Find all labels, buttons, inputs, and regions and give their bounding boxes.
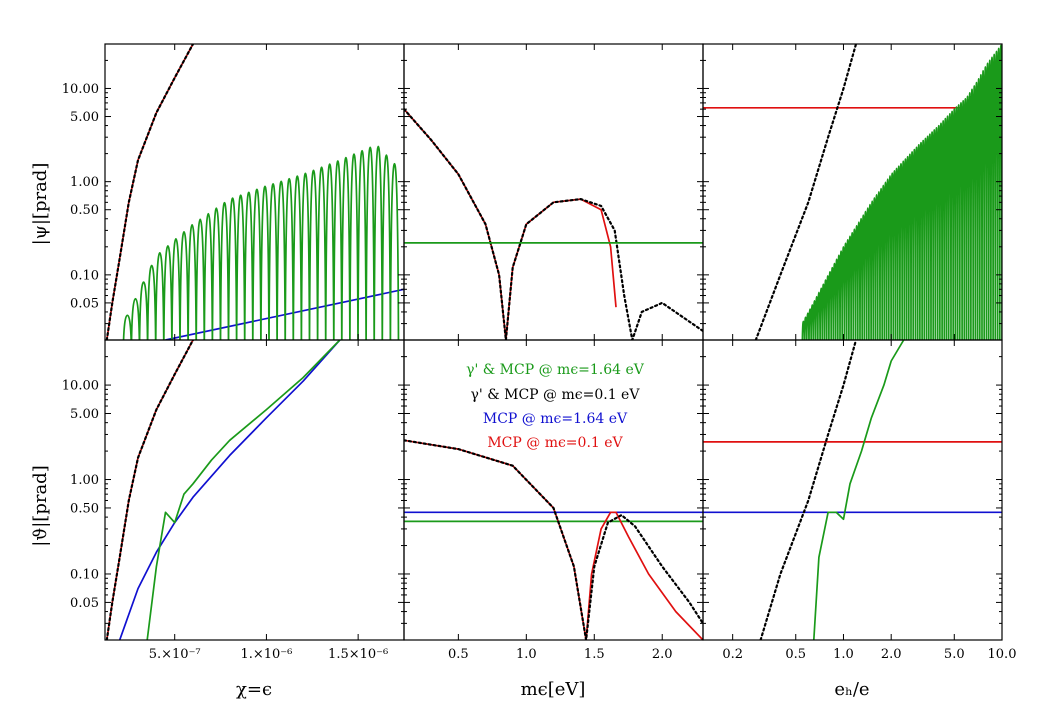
x-tick-label-c2: 5.0 [944,647,965,662]
legend-entry-0: γ' & MCP @ mϵ=1.64 eV [466,362,645,378]
x-tick-label-c1: 0.5 [448,647,469,662]
series-line-r0-c0-3 [122,145,400,340]
y-tick-label-r0: 0.10 [70,268,99,283]
x-tick-label-c1: 2.0 [652,647,673,662]
x-tick-label-c2: 0.2 [722,647,743,662]
series-line-r1-c0-0 [105,340,194,640]
x-label-col-3: eₕ/e [834,679,869,700]
panel-r1-c0 [104,339,405,641]
panel-frame-r1-c0 [104,339,405,641]
plot-area-r0-c1 [404,108,703,340]
plot-area-r1-c1 [404,439,703,640]
series-line-r1-c0-1 [105,340,195,640]
axis-labels: |ψ|[prad] |ϑ|[prad] χ=ϵ mϵ[eV] eₕ/e [30,163,870,700]
y-tick-label-r1: 1.00 [70,473,99,488]
x-tick-label-c1: 1.0 [516,647,537,662]
x-label-col-1: χ=ϵ [236,679,272,700]
y-label-row-top: |ψ|[prad] [30,163,51,246]
y-tick-label-r1: 10.00 [62,379,99,394]
y-tick-label-r0: 10.00 [62,82,99,97]
x-label-col-2: mϵ[eV] [521,679,586,700]
panel-frame-r1-c1 [403,339,704,641]
y-label-row-bottom: |ϑ|[prad] [30,465,51,546]
legend-entry-1: γ' & MCP @ mϵ=0.1 eV [471,387,641,403]
panel-r1-c2 [702,339,1003,641]
y-tick-label-r1: 0.10 [70,567,99,582]
series-line-r1-c0-2 [118,340,341,640]
panel-frame-r0-c1 [403,43,704,341]
series-line-r1-c1-2 [404,439,703,640]
panel-frame-r1-c2 [702,339,1003,641]
series-line-r0-c2-2 [801,44,1002,340]
x-tick-label-c2: 0.5 [785,647,806,662]
y-tick-label-r1: 0.50 [70,501,99,516]
y-tick-label-r0: 1.00 [70,175,99,190]
x-tick-label-c0: 1.5×10⁻⁶ [328,647,388,662]
y-tick-label-r1: 0.05 [70,596,99,611]
series-line-r1-c0-3 [146,340,341,640]
panel-r0-c2 [702,43,1003,341]
plot-area-r0-c0 [105,44,404,340]
x-tick-label-c2: 10.0 [988,647,1017,662]
panel-r1-c1 [403,339,704,641]
series-line-r0-c2-1 [754,44,858,340]
plot-area-r1-c0 [105,340,341,640]
legend-entry-2: MCP @ mϵ=1.64 eV [483,411,628,427]
panels: 0.05 0.10 0.50 1.00 5.00 10.00 0.05 0.10 0.50 1.0… [62,43,1017,662]
y-tick-label-r1: 5.00 [70,407,99,422]
x-tick-label-c1: 1.5 [584,647,605,662]
y-tick-label-r0: 0.05 [70,296,99,311]
plot-area-r0-c2 [703,44,1002,340]
series-line-r1-c2-3 [812,340,905,640]
plot-area-r1-c2 [703,340,1002,640]
series-line-r1-c2-2 [759,340,858,640]
x-tick-label-c0: 5.×10⁻⁷ [149,647,201,662]
series-line-r0-c0-1 [105,44,195,340]
x-tick-label-c2: 2.0 [881,647,902,662]
series-line-r0-c1-1 [404,108,703,340]
x-tick-label-c0: 1.×10⁻⁶ [240,647,292,662]
legend-entry-3: MCP @ mϵ=0.1 eV [487,435,623,451]
series-line-r1-c1-3 [404,439,703,640]
y-tick-label-r0: 0.50 [70,203,99,218]
legend: γ' & MCP @ mϵ=1.64 eV γ' & MCP @ mϵ=0.1 … [466,362,645,451]
panel-r0-c0 [104,43,405,341]
panel-r0-c1 [403,43,704,341]
y-tick-label-r0: 5.00 [70,110,99,125]
x-tick-label-c2: 1.0 [833,647,854,662]
